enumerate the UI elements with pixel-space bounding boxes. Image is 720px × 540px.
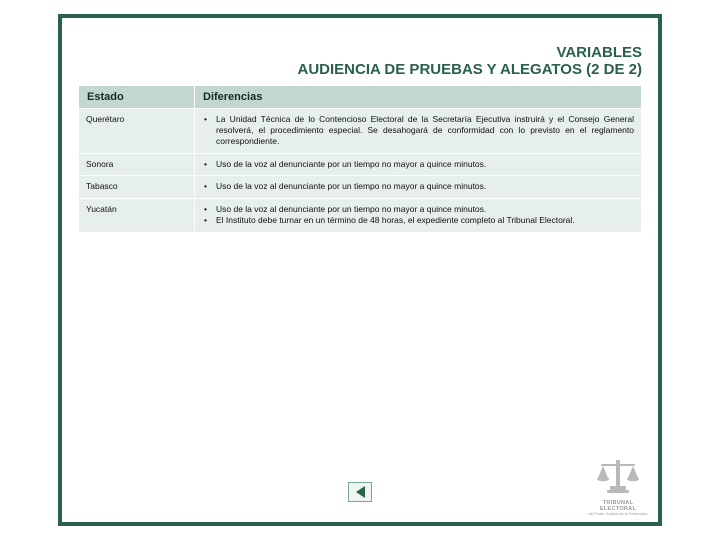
cell-diferencias: Uso de la voz al denunciante por un tiem…	[195, 153, 642, 175]
logo-text-1: TRIBUNAL ELECTORAL	[586, 500, 650, 512]
cell-estado: Sonora	[79, 153, 195, 175]
cell-diferencias: La Unidad Técnica de lo Contencioso Elec…	[195, 108, 642, 153]
cell-estado: Yucatán	[79, 198, 195, 232]
table-row: Yucatán Uso de la voz al denunciante por…	[79, 198, 642, 232]
diff-item: Uso de la voz al denunciante por un tiem…	[202, 181, 634, 192]
diff-item: El Instituto debe turnar en un término d…	[202, 215, 634, 226]
table-header-row: Estado Diferencias	[79, 85, 642, 108]
tribunal-logo: TRIBUNAL ELECTORAL del Poder Judicial de…	[586, 458, 650, 516]
table-row: Sonora Uso de la voz al denunciante por …	[79, 153, 642, 175]
cell-diferencias: Uso de la voz al denunciante por un tiem…	[195, 198, 642, 232]
title-line-1: VARIABLES	[78, 44, 642, 61]
cell-diferencias: Uso de la voz al denunciante por un tiem…	[195, 176, 642, 198]
diff-item: La Unidad Técnica de lo Contencioso Elec…	[202, 114, 634, 148]
table-row: Tabasco Uso de la voz al denunciante por…	[79, 176, 642, 198]
prev-button[interactable]	[348, 482, 372, 502]
title-block: VARIABLES AUDIENCIA DE PRUEBAS Y ALEGATO…	[78, 44, 642, 79]
variables-table: Estado Diferencias Querétaro La Unidad T…	[78, 85, 642, 233]
col-header-estado: Estado	[79, 85, 195, 108]
cell-estado: Tabasco	[79, 176, 195, 198]
col-header-diferencias: Diferencias	[195, 85, 642, 108]
scales-icon	[595, 458, 641, 498]
table-row: Querétaro La Unidad Técnica de lo Conten…	[79, 108, 642, 153]
diff-item: Uso de la voz al denunciante por un tiem…	[202, 159, 634, 170]
logo-text-2: del Poder Judicial de la Federación	[586, 512, 650, 516]
diff-item: Uso de la voz al denunciante por un tiem…	[202, 204, 634, 215]
cell-estado: Querétaro	[79, 108, 195, 153]
arrow-left-icon	[356, 486, 365, 498]
slide-frame: VARIABLES AUDIENCIA DE PRUEBAS Y ALEGATO…	[58, 14, 662, 526]
title-line-2: AUDIENCIA DE PRUEBAS Y ALEGATOS (2 DE 2)	[78, 61, 642, 78]
